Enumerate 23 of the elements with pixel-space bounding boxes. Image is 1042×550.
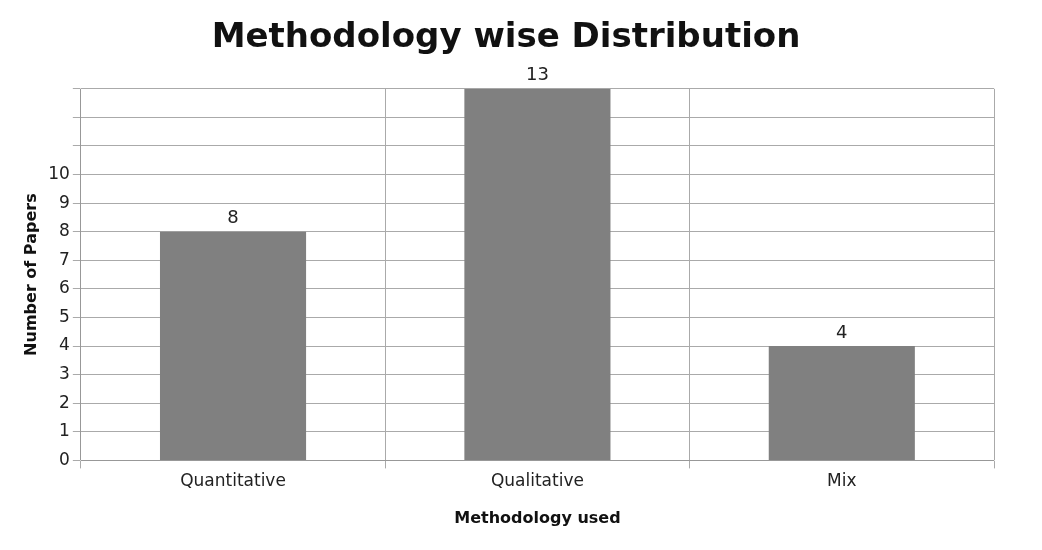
y-tick-label: 8 bbox=[59, 220, 70, 241]
data-label: 13 bbox=[525, 63, 549, 85]
y-axis-title: Number of Papers bbox=[20, 193, 40, 356]
y-tick-label: 1 bbox=[59, 420, 70, 441]
y-tick-label: 2 bbox=[59, 391, 70, 412]
y-tick-label: 6 bbox=[59, 277, 70, 298]
bar bbox=[159, 231, 307, 460]
y-tick-label: 9 bbox=[59, 191, 70, 212]
y-tick-label: 7 bbox=[59, 248, 70, 269]
x-tick-label: Qualitative bbox=[490, 470, 584, 491]
bar bbox=[464, 88, 611, 460]
y-tick-label: 3 bbox=[59, 363, 70, 384]
y-tick-label: 5 bbox=[59, 305, 70, 326]
chart-title: Methodology wise Distribution bbox=[211, 15, 801, 56]
y-tick-label: 0 bbox=[59, 448, 70, 469]
bar bbox=[768, 346, 915, 460]
data-label: 8 bbox=[227, 206, 239, 228]
x-tick-label: Mix bbox=[827, 470, 857, 491]
y-tick-label: 4 bbox=[59, 334, 70, 355]
data-label: 4 bbox=[836, 320, 848, 342]
x-axis-title: Methodology used bbox=[454, 507, 621, 527]
x-tick-label: Quantitative bbox=[180, 470, 286, 491]
y-tick-label: 10 bbox=[48, 162, 70, 183]
